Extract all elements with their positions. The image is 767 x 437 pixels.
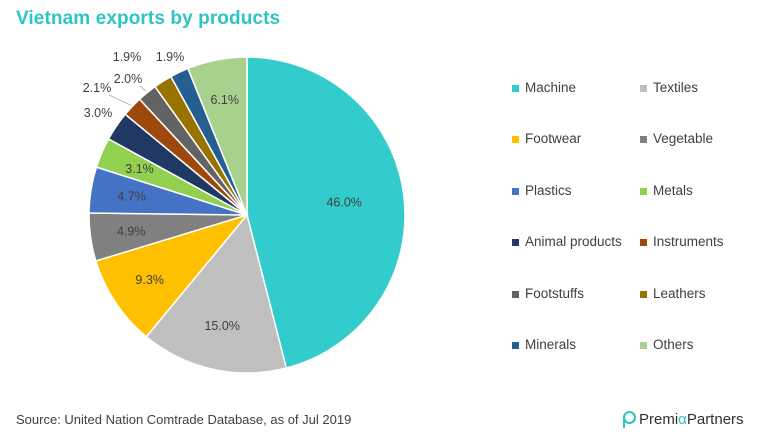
legend-item: Textiles <box>640 80 760 131</box>
legend-label: Animal products <box>525 234 622 250</box>
pie-slice-footwear <box>94 213 250 338</box>
legend-swatch <box>640 136 647 144</box>
premia-logo-icon <box>621 410 636 428</box>
source-note: Source: United Nation Comtrade Database,… <box>16 412 352 427</box>
data-label: 9.3% <box>135 273 164 287</box>
brand-name-part2: Partners <box>686 410 744 428</box>
legend-swatch <box>512 187 519 195</box>
legend-swatch <box>512 239 519 247</box>
legend-item: Footstuffs <box>512 286 640 337</box>
pie-slice-others <box>186 56 248 216</box>
data-label: 4.9% <box>117 224 146 238</box>
legend-item: Machine <box>512 80 640 131</box>
legend-swatch <box>640 239 647 247</box>
legend-label: Plastics <box>525 182 572 198</box>
legend-label: Machine <box>525 80 577 95</box>
legend-label: Minerals <box>525 336 577 352</box>
data-label: 1.9% <box>113 50 142 64</box>
chart-legend: Machine Textiles Footwear Vegetable Plastics… <box>512 80 762 388</box>
leader-line <box>108 94 131 106</box>
brand-logo: Premi α Partners <box>621 410 744 428</box>
leader-line <box>139 85 147 92</box>
legend-swatch <box>640 341 647 349</box>
legend-swatch <box>512 290 519 298</box>
chart-title: Vietnam exports by products <box>16 8 281 29</box>
legend-label: Footwear <box>525 131 582 147</box>
data-label: 1.9% <box>156 50 185 64</box>
legend-item: Metals <box>640 183 760 234</box>
legend-swatch <box>640 290 647 298</box>
legend-item: Plastics <box>512 183 640 234</box>
legend-item: Animal products <box>512 234 640 285</box>
legend-label: Vegetable <box>653 131 714 147</box>
data-label: 3.1% <box>125 162 154 176</box>
data-label: 4.7% <box>117 189 146 203</box>
legend-swatch <box>512 136 519 144</box>
legend-label: Instruments <box>653 234 724 250</box>
legend-swatch <box>640 85 647 92</box>
data-label: 15.0% <box>204 319 239 333</box>
legend-swatch <box>640 187 647 195</box>
legend-swatch <box>512 85 519 92</box>
legend-item: Leathers <box>640 286 760 337</box>
legend-label: Textiles <box>653 80 699 95</box>
brand-name-alpha: α <box>678 410 687 428</box>
legend-label: Footstuffs <box>525 285 585 301</box>
brand-name-part1: Premi <box>639 410 679 428</box>
legend-item: Instruments <box>640 234 760 285</box>
legend-item: Minerals <box>512 337 640 388</box>
legend-item: Others <box>640 337 760 388</box>
legend-swatch <box>512 341 519 349</box>
data-label: 3.0% <box>84 106 113 120</box>
data-label: 2.0% <box>114 72 143 86</box>
legend-item: Vegetable <box>640 131 760 182</box>
legend-item: Footwear <box>512 131 640 182</box>
data-label: 6.1% <box>210 93 239 107</box>
pie-slice-textiles <box>145 213 288 374</box>
pie-slice-machine <box>246 56 406 369</box>
legend-label: Others <box>653 336 694 352</box>
data-label: 2.1% <box>83 81 112 95</box>
legend-label: Leathers <box>653 285 706 301</box>
data-label: 46.0% <box>326 196 361 210</box>
legend-label: Metals <box>653 182 693 198</box>
